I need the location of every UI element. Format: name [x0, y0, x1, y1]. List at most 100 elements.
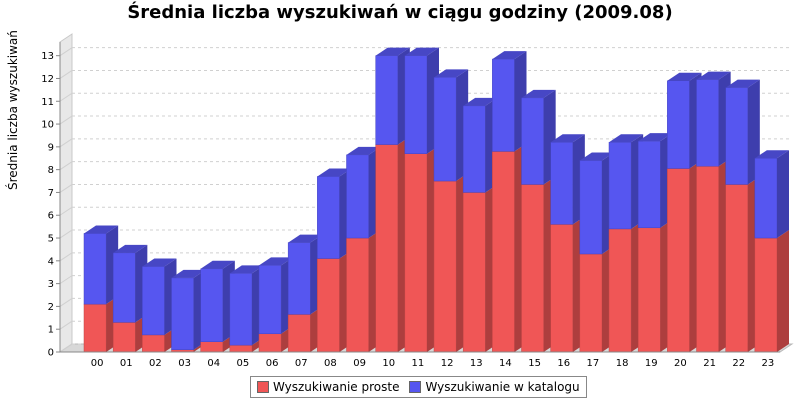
x-tick-label: 04 — [207, 358, 220, 369]
x-tick-label: 11 — [412, 358, 425, 369]
x-tick-label: 22 — [732, 358, 745, 369]
gridline-side — [59, 47, 73, 57]
x-tick-label: 05 — [237, 358, 250, 369]
gridline-side — [59, 115, 73, 125]
bar-top — [171, 269, 206, 278]
y-tick-label: 13 — [41, 51, 54, 62]
gridline-side — [59, 92, 73, 102]
y-tick-label: 9 — [48, 142, 54, 153]
legend-label-series-1: Wyszukiwanie proste — [273, 380, 400, 394]
bar-proste-06 — [258, 333, 282, 353]
gridline-side — [59, 70, 73, 79]
bar-proste-14 — [492, 151, 515, 353]
bar-side — [777, 230, 789, 352]
bar-top — [667, 72, 702, 81]
x-tick-label: 08 — [324, 358, 337, 369]
bar-top — [229, 265, 264, 274]
bar-proste-19 — [637, 227, 661, 353]
bar-top — [579, 152, 614, 161]
legend: Wyszukiwanie proste Wyszukiwanie w katal… — [250, 376, 587, 398]
bar-katalog-05 — [229, 273, 253, 346]
bar-katalog-23 — [754, 158, 778, 239]
bar-top — [84, 225, 119, 234]
bar-top — [609, 134, 644, 143]
bar-top — [754, 150, 789, 159]
bar-katalog-15 — [521, 97, 544, 185]
bar-katalog-11 — [404, 55, 428, 154]
left-wall — [59, 33, 73, 353]
bar-proste-05 — [229, 344, 253, 353]
bar-proste-11 — [404, 153, 428, 353]
bar-proste-13 — [462, 192, 486, 353]
bar-proste-12 — [433, 180, 457, 353]
bar-top — [638, 133, 673, 142]
legend-label-series-2: Wyszukiwanie w katalogu — [425, 380, 580, 394]
bar-top — [463, 97, 498, 106]
y-tick-label: 2 — [48, 302, 54, 313]
bar-top — [375, 47, 410, 56]
x-tick-label: 09 — [353, 358, 366, 369]
y-tick-label: 1 — [48, 325, 54, 336]
x-tick-label: 21 — [703, 358, 716, 369]
x-tick-label: 15 — [528, 358, 541, 369]
gridline-side — [59, 297, 73, 307]
bar-top — [200, 260, 235, 269]
x-tick-label: 19 — [645, 358, 658, 369]
x-tick-label: 01 — [120, 358, 133, 369]
x-tick-label: 12 — [441, 358, 454, 369]
bar-proste-18 — [608, 228, 632, 353]
bar-top — [492, 51, 527, 60]
x-tick-label: 06 — [266, 358, 279, 369]
bars-group — [83, 47, 789, 353]
bar-katalog-21 — [696, 79, 719, 167]
bar-proste-00 — [83, 303, 107, 353]
x-tick-label: 07 — [295, 358, 308, 369]
bar-proste-22 — [725, 184, 749, 353]
y-tick-label: 12 — [41, 74, 54, 85]
x-tick-label: 16 — [557, 358, 570, 369]
y-tick-label: 3 — [48, 279, 54, 290]
x-tick-label: 17 — [587, 358, 600, 369]
y-tick-label: 6 — [48, 211, 54, 222]
bar-proste-21 — [696, 165, 719, 353]
bar-katalog-04 — [200, 268, 224, 342]
y-tick-label: 4 — [48, 256, 54, 267]
bar-katalog-10 — [375, 55, 399, 145]
y-tick-label: 11 — [41, 97, 54, 108]
bar-katalog-00 — [83, 233, 107, 305]
x-tick-label: 10 — [382, 358, 395, 369]
gridline-side — [59, 275, 73, 285]
gridline-side — [59, 184, 73, 193]
x-tick-label: 00 — [91, 358, 104, 369]
x-tick-label: 23 — [762, 358, 775, 369]
gridline-side — [59, 206, 73, 216]
bar-top — [288, 234, 323, 243]
bar-katalog-02 — [142, 266, 165, 336]
bar-katalog-09 — [346, 154, 369, 239]
bar-katalog-20 — [667, 80, 690, 169]
bar-katalog-16 — [550, 142, 574, 225]
y-tick-label: 10 — [41, 120, 54, 131]
bar-proste-10 — [375, 144, 399, 353]
bar-top — [725, 79, 760, 88]
gridline-side — [59, 320, 73, 330]
legend-swatch-series-1 — [257, 381, 269, 393]
gridline-side — [59, 161, 73, 171]
bar-katalog-17 — [579, 160, 603, 255]
bar-top — [434, 69, 469, 78]
y-tick-label: 5 — [48, 234, 54, 245]
bar-proste-16 — [550, 224, 574, 353]
bar-proste-23 — [754, 237, 778, 353]
bar-top — [346, 146, 381, 155]
bar-top — [142, 258, 177, 267]
bar-katalog-13 — [462, 105, 486, 193]
gridline-side — [59, 252, 73, 262]
bar-katalog-19 — [637, 140, 661, 229]
bar-top — [550, 134, 585, 143]
legend-swatch-series-2 — [409, 381, 422, 393]
legend-item-series-1: Wyszukiwanie proste — [257, 380, 399, 394]
bar-proste-08 — [317, 258, 340, 353]
x-tick-label: 20 — [674, 358, 687, 369]
